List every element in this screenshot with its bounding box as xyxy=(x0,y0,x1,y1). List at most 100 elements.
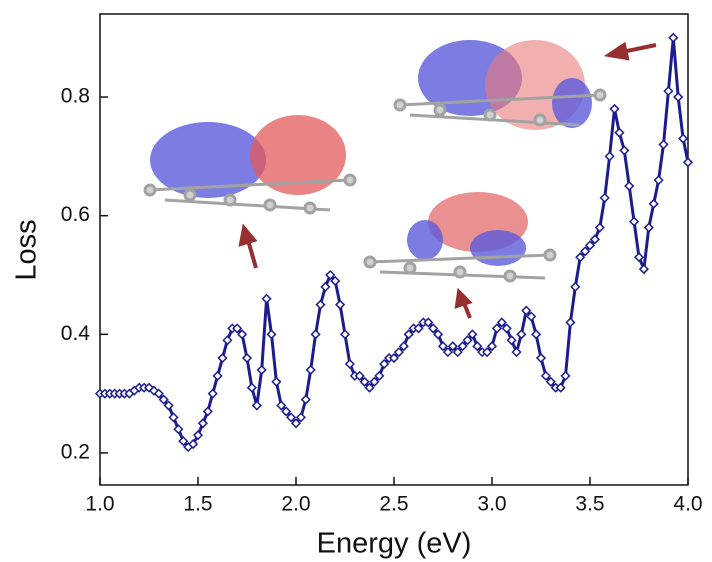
data-point xyxy=(207,388,218,399)
x-tick-label: 2.5 xyxy=(379,493,408,516)
data-point xyxy=(457,341,468,352)
data-point xyxy=(516,329,527,340)
data-point xyxy=(276,400,287,411)
data-point xyxy=(668,32,679,43)
data-point xyxy=(330,275,341,287)
data-point xyxy=(594,222,605,233)
data-point xyxy=(555,382,566,393)
data-point xyxy=(222,335,233,346)
data-point xyxy=(619,145,630,156)
data-point xyxy=(442,347,453,358)
data-point xyxy=(241,352,253,364)
data-point xyxy=(511,347,522,358)
x-tick-label: 2.0 xyxy=(281,493,310,516)
data-point xyxy=(575,252,586,263)
data-point xyxy=(188,439,199,450)
data-point xyxy=(428,323,439,334)
data-point xyxy=(614,127,625,138)
y-tick-label: 0.2 xyxy=(61,441,90,464)
data-point xyxy=(472,341,483,352)
data-point xyxy=(599,192,610,203)
data-point xyxy=(217,352,228,364)
data-point xyxy=(320,281,331,292)
data-point xyxy=(271,376,282,387)
data-point xyxy=(663,86,674,97)
data-point xyxy=(251,400,262,411)
data-point xyxy=(526,311,537,322)
data-point xyxy=(413,323,424,334)
data-point xyxy=(286,412,297,423)
data-point xyxy=(290,418,302,429)
data-point xyxy=(491,323,502,334)
data-point xyxy=(237,329,248,340)
data-point xyxy=(638,264,649,275)
data-point xyxy=(423,317,434,328)
data-point xyxy=(604,151,615,162)
data-point xyxy=(624,180,635,192)
data-point xyxy=(364,382,375,393)
data-point xyxy=(560,370,571,381)
data-point xyxy=(398,341,409,352)
data-point xyxy=(506,335,517,346)
data-point xyxy=(496,317,507,328)
data-point xyxy=(310,329,321,340)
data-point xyxy=(643,222,654,233)
data-point xyxy=(315,299,326,310)
x-tick-label: 3.5 xyxy=(575,493,604,516)
data-point xyxy=(540,370,551,381)
data-point xyxy=(354,370,365,381)
data-point xyxy=(256,364,267,375)
data-point xyxy=(609,103,620,114)
data-point xyxy=(197,418,208,429)
data-point xyxy=(682,157,694,168)
data-point xyxy=(403,329,414,340)
y-axis-label: Loss xyxy=(11,219,43,280)
data-point xyxy=(192,430,204,441)
data-point xyxy=(437,341,449,352)
data-point xyxy=(379,358,390,370)
data-point xyxy=(388,352,400,364)
data-point xyxy=(335,299,346,310)
data-point xyxy=(658,139,669,150)
data-point xyxy=(158,394,169,405)
x-tick-label: 3.0 xyxy=(477,493,506,516)
y-tick-label: 0.8 xyxy=(61,85,90,108)
data-point xyxy=(565,317,576,328)
data-point xyxy=(281,406,292,417)
x-axis-label: Energy (eV) xyxy=(317,528,472,560)
data-point xyxy=(467,329,478,340)
data-point xyxy=(521,305,532,316)
data-point xyxy=(325,269,336,281)
data-point xyxy=(570,281,581,292)
data-point xyxy=(393,347,404,358)
data-point xyxy=(202,406,213,417)
data-point xyxy=(305,364,316,375)
data-point xyxy=(246,382,257,393)
data-point xyxy=(295,412,306,423)
data-point xyxy=(163,400,174,411)
data-point xyxy=(482,347,493,358)
orbital-illustration xyxy=(143,40,657,319)
data-point xyxy=(153,388,164,399)
data-point xyxy=(633,252,645,263)
data-point xyxy=(261,293,272,304)
data-point xyxy=(447,341,458,352)
data-point xyxy=(486,341,498,352)
data-point xyxy=(359,376,370,387)
data-point xyxy=(501,323,512,334)
x-tick-label: 1.5 xyxy=(183,493,212,516)
data-point xyxy=(173,424,184,435)
data-point xyxy=(629,216,640,227)
x-tick-label: 4.0 xyxy=(673,493,702,516)
data-point xyxy=(344,358,355,370)
data-point xyxy=(653,175,664,186)
data-point xyxy=(678,133,689,144)
data-point xyxy=(531,329,542,340)
x-tick-label: 1.0 xyxy=(85,493,114,516)
data-point xyxy=(433,329,444,340)
data-point xyxy=(339,329,351,340)
data-point xyxy=(212,370,223,381)
data-point xyxy=(462,335,473,346)
data-point xyxy=(580,246,591,257)
